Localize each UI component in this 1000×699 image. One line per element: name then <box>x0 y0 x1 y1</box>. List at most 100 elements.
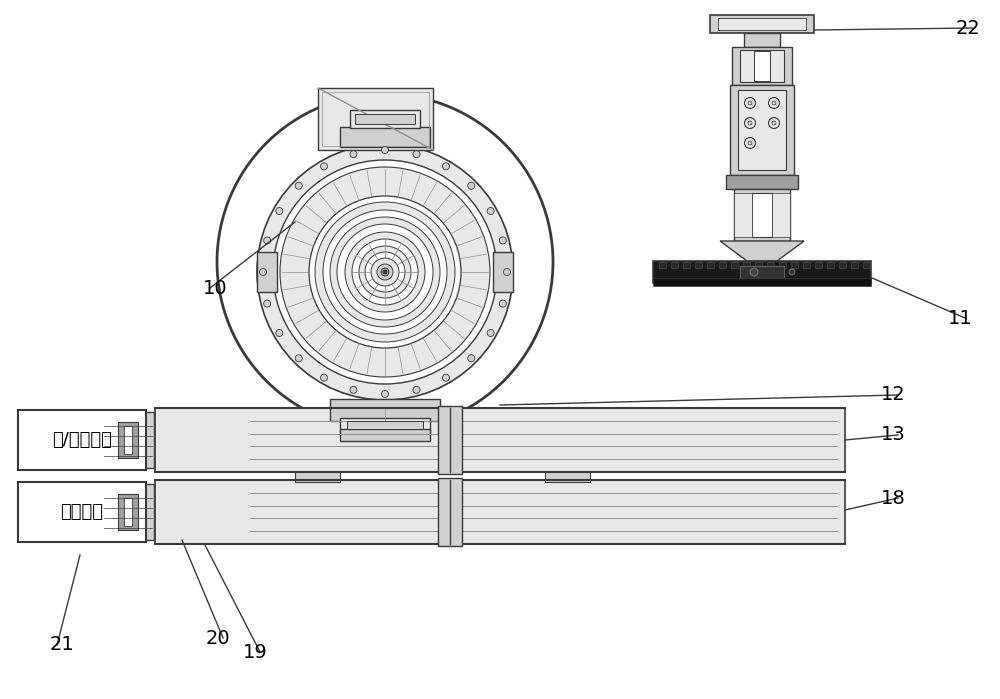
Bar <box>438 478 462 546</box>
Bar <box>493 252 513 292</box>
Bar <box>707 262 714 268</box>
Circle shape <box>487 208 494 215</box>
Bar <box>110 490 145 534</box>
Circle shape <box>468 355 475 362</box>
Bar <box>155 408 845 472</box>
Circle shape <box>768 97 780 108</box>
Bar <box>744 33 780 47</box>
Bar <box>710 15 814 33</box>
Bar <box>755 262 762 268</box>
Bar <box>734 189 790 241</box>
Bar <box>738 90 786 170</box>
Bar <box>340 429 430 441</box>
Bar <box>368 408 402 434</box>
Circle shape <box>320 374 328 381</box>
Circle shape <box>383 270 387 274</box>
Text: 11: 11 <box>948 308 972 328</box>
Bar <box>671 262 678 268</box>
Circle shape <box>748 101 752 105</box>
Circle shape <box>371 258 399 286</box>
Circle shape <box>217 94 553 430</box>
Circle shape <box>772 101 776 105</box>
Bar <box>118 422 138 458</box>
Circle shape <box>768 117 780 129</box>
Text: 18: 18 <box>881 489 905 507</box>
Circle shape <box>264 237 271 244</box>
Bar <box>740 266 784 278</box>
Circle shape <box>504 268 511 275</box>
Bar <box>18 410 146 470</box>
Circle shape <box>295 355 302 362</box>
Bar <box>295 472 340 482</box>
Bar <box>851 262 858 268</box>
Bar <box>683 262 690 268</box>
Bar <box>102 484 154 540</box>
Bar <box>754 51 770 81</box>
Bar <box>791 262 798 268</box>
Circle shape <box>499 237 506 244</box>
Circle shape <box>309 196 461 348</box>
Bar <box>347 421 423 429</box>
Bar <box>124 498 132 526</box>
Circle shape <box>350 387 357 394</box>
Circle shape <box>442 374 450 381</box>
Bar <box>318 88 433 150</box>
Bar <box>653 261 871 283</box>
Bar <box>767 262 774 268</box>
Circle shape <box>280 167 490 377</box>
Circle shape <box>337 224 433 320</box>
Circle shape <box>330 217 440 327</box>
Circle shape <box>365 252 405 292</box>
Bar <box>322 92 429 146</box>
Circle shape <box>413 151 420 158</box>
Bar <box>730 85 794 175</box>
Circle shape <box>772 121 776 125</box>
Bar <box>340 127 430 147</box>
Circle shape <box>323 210 447 334</box>
Bar <box>779 262 786 268</box>
Bar <box>355 114 415 124</box>
Bar <box>155 480 845 544</box>
Circle shape <box>442 163 450 170</box>
Bar <box>18 482 146 542</box>
Bar <box>752 193 772 237</box>
Text: 力/力矩检测: 力/力矩检测 <box>52 431 112 449</box>
Circle shape <box>377 264 393 280</box>
Circle shape <box>359 246 411 298</box>
Circle shape <box>295 182 302 189</box>
Circle shape <box>382 391 388 398</box>
Circle shape <box>350 151 357 158</box>
Text: 22: 22 <box>956 18 980 38</box>
Circle shape <box>315 202 455 342</box>
Circle shape <box>750 268 758 276</box>
Bar <box>863 262 870 268</box>
Circle shape <box>257 144 513 400</box>
Bar <box>340 418 430 432</box>
Bar <box>438 406 462 474</box>
Bar <box>726 175 798 189</box>
Bar <box>124 426 132 454</box>
Bar <box>740 50 784 82</box>
Circle shape <box>748 141 752 145</box>
Circle shape <box>382 147 388 154</box>
Circle shape <box>499 300 506 307</box>
Bar <box>803 262 810 268</box>
Bar <box>653 278 871 286</box>
Circle shape <box>264 300 271 307</box>
Text: 10: 10 <box>203 278 227 298</box>
Bar <box>695 262 702 268</box>
Text: 20: 20 <box>206 628 230 647</box>
Text: 位置调整: 位置调整 <box>60 503 104 521</box>
Circle shape <box>468 182 475 189</box>
Polygon shape <box>720 241 804 261</box>
Bar <box>110 418 145 462</box>
Bar <box>772 193 790 237</box>
Circle shape <box>276 329 283 336</box>
Bar <box>102 412 154 468</box>
Bar <box>118 494 138 530</box>
Bar <box>743 262 750 268</box>
Circle shape <box>413 387 420 394</box>
Circle shape <box>744 117 756 129</box>
Circle shape <box>487 329 494 336</box>
Bar <box>719 262 726 268</box>
